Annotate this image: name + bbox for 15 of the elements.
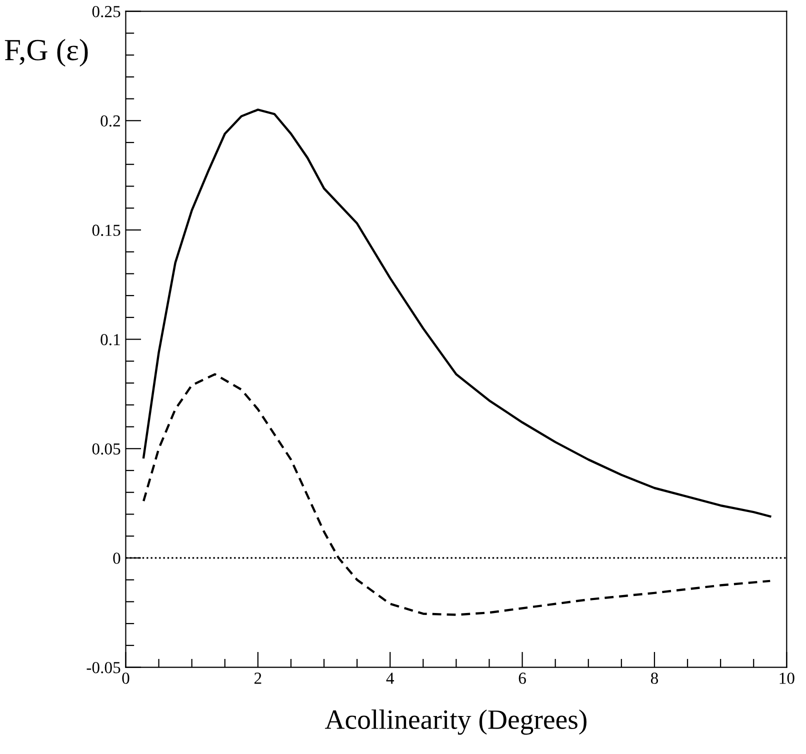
x-tick-label: 0	[122, 672, 130, 684]
y-tick-label: 0.2	[100, 115, 120, 127]
y-axis-title: F,G (ε)	[4, 38, 88, 67]
x-tick-label: 4	[386, 672, 394, 684]
x-tick-label: 8	[650, 672, 658, 684]
y-tick-label: 0.1	[100, 334, 120, 346]
y-tick-label: 0.25	[92, 6, 120, 18]
y-tick-label: 0	[113, 552, 120, 564]
x-tick-label: 10	[780, 672, 794, 684]
x-tick-label: 6	[518, 672, 526, 684]
y-tick-label: 0.05	[92, 443, 120, 455]
x-tick-label: 2	[254, 672, 262, 684]
y-tick-label: -0.05	[86, 662, 120, 674]
x-axis-title: Acollinearity (Degrees)	[324, 709, 586, 735]
y-tick-label: 0.15	[92, 224, 120, 236]
